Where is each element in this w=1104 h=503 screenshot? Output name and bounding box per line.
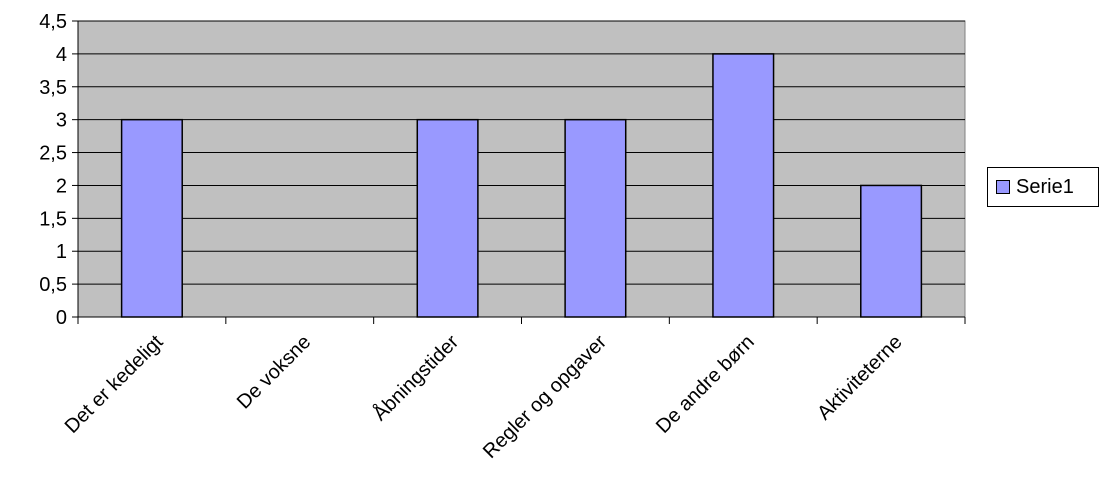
y-tick-label: 2,5 — [39, 143, 67, 165]
axes — [72, 20, 966, 324]
legend-swatch — [996, 180, 1010, 194]
y-tick-labels: 0 0,5 1 1,5 2 2,5 3 3,5 4 4,5 — [39, 11, 67, 329]
bar — [416, 118, 479, 318]
legend: Serie1 — [987, 167, 1099, 207]
bar — [564, 118, 627, 318]
x-tick-label: Det er kedeligt — [61, 331, 168, 438]
plot-area — [77, 20, 966, 318]
x-tick-labels: Det er kedeligt De voksne Åbningstider Regl… — [61, 330, 907, 463]
bars — [120, 53, 923, 318]
x-tick-label: Regler og opgaver — [479, 331, 611, 463]
bar — [860, 184, 923, 318]
y-tick-label: 4 — [56, 44, 67, 66]
y-tick-label: 3 — [56, 110, 67, 132]
x-tick-label: De voksne — [233, 331, 315, 413]
gridlines — [78, 20, 965, 285]
bar — [712, 53, 775, 318]
y-tick-label: 1,5 — [39, 208, 67, 230]
x-tick-label: Åbningstider — [368, 330, 463, 425]
y-tick-label: 4,5 — [39, 11, 67, 33]
legend-label-serie1: Serie1 — [1016, 175, 1074, 198]
x-tick-label: Aktiviteterne — [813, 331, 906, 424]
y-tick-label: 2 — [56, 175, 67, 197]
y-tick-label: 3,5 — [39, 77, 67, 99]
y-tick-label: 1 — [56, 241, 67, 263]
bar — [120, 118, 183, 318]
y-tick-label: 0,5 — [39, 274, 67, 296]
x-tick-label: De andre børn — [652, 331, 759, 438]
y-tick-label: 0 — [56, 307, 67, 329]
